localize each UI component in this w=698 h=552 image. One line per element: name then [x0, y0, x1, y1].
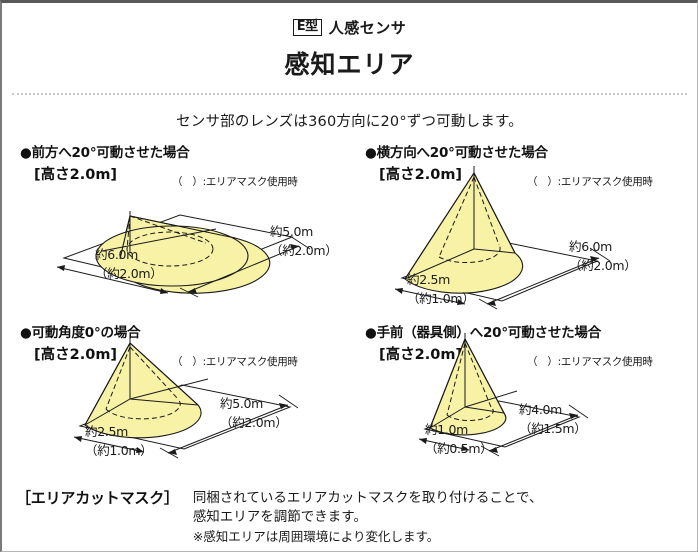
panel-angle-0-dim-depth: 約5.0m （約2.0m）: [220, 393, 288, 431]
dim-width-value: 約2.5m: [85, 424, 129, 439]
panel-angle-0-mask-note: （ ）:エリアマスク使用時: [172, 356, 298, 368]
panel-near-20-figure: [418, 333, 589, 457]
dim-width-masked: （約1.0m）: [407, 291, 475, 306]
panel-side-20-figure: [394, 166, 611, 310]
panel-angle-0-title: ●可動角度0°の場合: [20, 321, 347, 341]
dim-depth-masked: （約1.5m）: [519, 421, 587, 436]
panel-side-20-dim-depth: 約6.0m （約2.0m）: [569, 236, 637, 274]
panel-side-20-dim-width: 約2.5m （約1.0m）: [407, 269, 475, 307]
panel-near-20-title: ●手前（器具側）へ20°可動させた場合: [365, 321, 692, 341]
dim-depth-value: 約4.0m: [519, 402, 563, 417]
area-cut-mask-label: ［エリアカットマスク］: [16, 489, 179, 507]
panel-title-text: 可動角度0°の場合: [31, 325, 141, 341]
dim-depth-masked: （約2.0m）: [569, 258, 637, 273]
panel-side-20-title: ●横方向へ20°可動させた場合: [365, 141, 692, 161]
dim-depth-value: 約5.0m: [220, 396, 264, 411]
panel-forward-20-figure: [56, 211, 311, 298]
panel-forward-20: ●前方へ20°可動させた場合 [高さ2.0m] （ ）:エリアマスク使用時: [2, 141, 347, 321]
panel-near-20-dim-depth: 約4.0m （約1.5m）: [519, 399, 587, 437]
panel-forward-20-height: [高さ2.0m]: [34, 167, 118, 183]
lead-description: センサ部のレンズは360方向に20°ずつ可動します。: [176, 114, 523, 130]
bullet-icon: ●: [365, 145, 377, 161]
dim-width-value: 約2.5m: [407, 272, 451, 287]
panel-angle-0: ●可動角度0°の場合 [高さ2.0m] （ ）:エリアマスク使用時: [2, 321, 347, 496]
footer-line-2: 感知エリアを調節できます。: [192, 509, 367, 525]
header-divider: [12, 93, 687, 97]
panel-title-text: 手前（器具側）へ20°可動させた場合: [376, 325, 602, 341]
panel-title-text: 横方向へ20°可動させた場合: [376, 145, 548, 161]
dim-width-value: 約6.0m: [95, 247, 139, 262]
panel-angle-0-head: ●可動角度0°の場合 [高さ2.0m]: [2, 321, 347, 364]
panel-forward-20-dim-depth: 約5.0m （約2.0m）: [270, 221, 338, 259]
dim-depth-value: 約6.0m: [569, 239, 613, 254]
panel-angle-0-height: [高さ2.0m]: [34, 347, 118, 363]
panel-side-20-mask-note: （ ）:エリアマスク使用時: [527, 176, 653, 188]
dim-depth-value: 約5.0m: [270, 224, 314, 239]
area-cut-mask-footer: ［エリアカットマスク］ 同梱されているエリアカットマスクを取り付けることで、 感…: [16, 487, 542, 546]
dim-width-masked: （約1.0m）: [85, 443, 153, 458]
dim-width-value: 約1.0m: [425, 422, 469, 437]
footer-line-1: 同梱されているエリアカットマスクを取り付けることで、: [192, 490, 543, 506]
panel-forward-20-mask-note: （ ）:エリアマスク使用時: [172, 176, 298, 188]
sensor-type-label: 人感センサ: [328, 18, 407, 37]
diagram-panels: ●前方へ20°可動させた場合 [高さ2.0m] （ ）:エリアマスク使用時: [2, 141, 697, 496]
panel-angle-0-dim-width: 約2.5m （約1.0m）: [85, 421, 153, 459]
bullet-icon: ●: [20, 325, 32, 341]
panel-forward-20-dim-width: 約6.0m （約2.0m）: [95, 244, 163, 282]
panel-forward-20-head: ●前方へ20°可動させた場合 [高さ2.0m]: [2, 141, 347, 184]
panel-side-20: ●横方向へ20°可動させた場合 [高さ2.0m] （ ）:エリアマスク使用時: [347, 141, 692, 321]
dim-depth-masked: （約2.0m）: [220, 415, 288, 430]
header-kicker: E型 人感センサ: [2, 17, 697, 37]
panel-near-20-height: [高さ2.0m]: [379, 347, 463, 363]
panel-forward-20-title: ●前方へ20°可動させた場合: [20, 141, 347, 161]
dim-depth-masked: （約2.0m）: [270, 243, 338, 258]
panel-side-20-height: [高さ2.0m]: [379, 167, 463, 183]
page-header: E型 人感センサ 感知エリア: [2, 3, 697, 81]
panel-side-20-head: ●横方向へ20°可動させた場合 [高さ2.0m]: [347, 141, 692, 184]
panel-near-20-head: ●手前（器具側）へ20°可動させた場合 [高さ2.0m]: [347, 321, 692, 364]
dim-width-masked: （約0.5m）: [425, 441, 493, 456]
panel-angle-0-figure: [73, 337, 299, 459]
area-cut-mask-lines: 同梱されているエリアカットマスクを取り付けることで、 感知エリアを調節できます。…: [193, 487, 543, 546]
footer-line-3: ※感知エリアは周囲環境により変化します。: [192, 529, 440, 544]
panel-title-text: 前方へ20°可動させた場合: [31, 145, 190, 161]
page-title: 感知エリア: [284, 50, 415, 79]
bullet-icon: ●: [365, 325, 377, 341]
panel-near-20-dim-width: 約1.0m （約0.5m）: [425, 419, 493, 457]
model-type-badge: E型: [292, 18, 322, 36]
panel-near-20: ●手前（器具側）へ20°可動させた場合 [高さ2.0m] （ ）:エリアマスク使…: [347, 321, 692, 496]
panel-near-20-mask-note: （ ）:エリアマスク使用時: [527, 356, 653, 368]
dim-width-masked: （約2.0m）: [95, 266, 163, 281]
bullet-icon: ●: [20, 145, 32, 161]
